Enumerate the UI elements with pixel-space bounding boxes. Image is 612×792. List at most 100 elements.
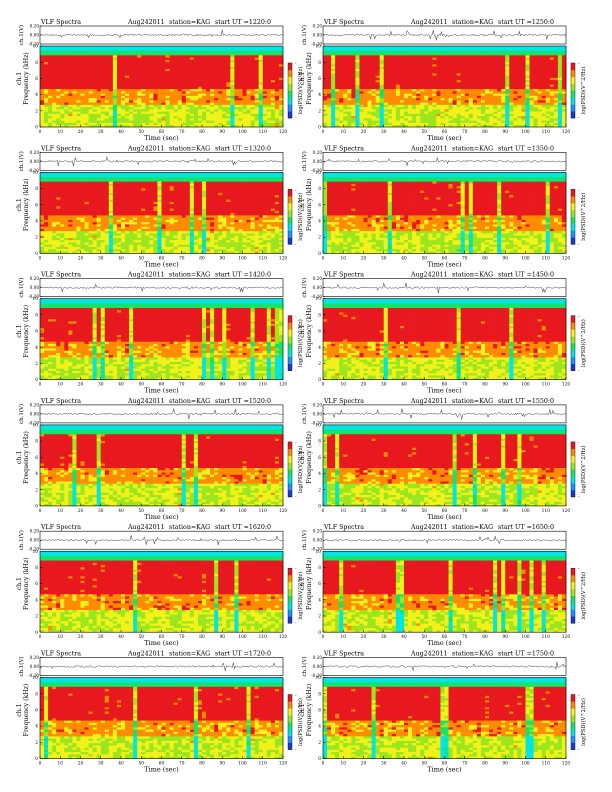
spectrogram-cell xyxy=(89,116,93,119)
spectrogram-cell xyxy=(509,51,513,54)
spectrogram-cell xyxy=(355,111,359,114)
spectrogram-cell xyxy=(473,114,477,117)
spectrogram-cell xyxy=(380,46,384,49)
spectrogram-cell xyxy=(153,120,157,123)
spectrogram-cell xyxy=(60,89,64,92)
spectrogram-cell xyxy=(52,195,56,198)
spectrogram-cell xyxy=(190,53,194,56)
spectrogram-cell xyxy=(562,96,566,99)
spectrogram-cell xyxy=(445,55,449,58)
colorbar-swatch xyxy=(571,70,575,77)
spectrogram-cell xyxy=(343,51,347,54)
spectrogram-cell xyxy=(222,60,226,63)
spectrogram-cell xyxy=(174,62,178,65)
spectrogram-cell xyxy=(255,89,259,92)
spectrogram-cell xyxy=(60,179,64,182)
spectrogram-cell xyxy=(259,116,263,119)
spectrogram-cell xyxy=(170,123,174,126)
spectrogram-cell xyxy=(174,87,178,90)
spectrogram-cell xyxy=(52,89,56,92)
spectrogram-cell xyxy=(481,64,485,67)
spectrogram-cell xyxy=(517,84,521,87)
spectrogram-cell xyxy=(137,48,141,51)
spectrogram-cell xyxy=(538,93,542,96)
spectrogram-cell xyxy=(72,222,76,225)
spectrogram-cell xyxy=(562,80,566,83)
spectrogram-cell xyxy=(436,71,440,74)
spectrogram-cell xyxy=(89,233,93,236)
spectrogram-cell xyxy=(226,98,230,101)
spectrogram-cell xyxy=(247,48,251,51)
spectrogram-cell xyxy=(251,53,255,56)
spectrogram-cell xyxy=(230,123,234,126)
spectrogram-cell xyxy=(440,84,444,87)
spectrogram-cell xyxy=(141,93,145,96)
spectrogram-cell xyxy=(388,120,392,123)
spectrogram-cell xyxy=(44,87,48,90)
spectrogram-cell xyxy=(238,48,242,51)
spectrogram-cell xyxy=(259,82,263,85)
spectrogram-cell xyxy=(178,89,182,92)
spectrogram-cell xyxy=(234,57,238,60)
spectrogram-cell xyxy=(351,69,355,72)
spectrogram-cell xyxy=(465,57,469,60)
spectrogram-cell xyxy=(121,55,125,58)
spectrogram-cell xyxy=(501,66,505,69)
spectrogram-cell xyxy=(44,71,48,74)
spectrogram-cell xyxy=(428,80,432,83)
spectrogram-cell xyxy=(501,57,505,60)
spectrogram-cell xyxy=(554,75,558,78)
spectrogram-cell xyxy=(396,73,400,76)
spectrogram-cell xyxy=(388,55,392,58)
spectrogram-cell xyxy=(513,114,517,117)
spectrogram-cell xyxy=(335,120,339,123)
spectrogram-cell xyxy=(52,64,56,67)
spectrogram-cell xyxy=(497,96,501,99)
spectrogram-cell xyxy=(259,109,263,112)
spectrogram-cell xyxy=(376,78,380,81)
spectrogram-cell xyxy=(48,206,52,209)
spectrogram-cell xyxy=(72,55,76,58)
spectrogram-cell xyxy=(372,96,376,99)
spectrogram-cell xyxy=(97,71,101,74)
spectrogram-cell xyxy=(222,48,226,51)
spectrogram-cell xyxy=(550,80,554,83)
spectrogram-cell xyxy=(222,120,226,123)
spectrogram-cell xyxy=(538,82,542,85)
spectrogram-cell xyxy=(64,206,68,209)
spectrogram-cell xyxy=(72,240,76,243)
spectrogram-cell xyxy=(157,66,161,69)
spectrogram-cell xyxy=(424,60,428,63)
spectrogram-cell xyxy=(359,80,363,83)
spectrogram-cell xyxy=(97,78,101,81)
spectrogram-cell xyxy=(198,100,202,103)
spectrogram-cell xyxy=(380,60,384,63)
spectrogram-cell xyxy=(121,100,125,103)
spectrogram-cell xyxy=(48,51,52,54)
spectrogram-cell xyxy=(259,105,263,108)
spectrogram-cell xyxy=(509,123,513,126)
spectrogram-cell xyxy=(202,87,206,90)
spectrogram-cell xyxy=(481,98,485,101)
spectrogram-cell xyxy=(509,82,513,85)
time-tick-label: 0 xyxy=(322,130,325,135)
spectrogram-cell xyxy=(68,91,72,94)
spectrogram-cell xyxy=(481,111,485,114)
spectrogram-cell xyxy=(186,123,190,126)
spectrogram-cell xyxy=(513,105,517,108)
spectrogram-cell xyxy=(424,100,428,103)
spectrogram-cell xyxy=(359,53,363,56)
spectrogram-cell xyxy=(376,84,380,87)
spectrogram-cell xyxy=(509,80,513,83)
spectrogram-cell xyxy=(534,100,538,103)
spectrogram-cell xyxy=(380,73,384,76)
spectrogram-cell xyxy=(440,96,444,99)
spectrogram-cell xyxy=(89,96,93,99)
spectrogram-cell xyxy=(335,91,339,94)
spectrogram-cell xyxy=(493,107,497,110)
spectrogram-cell xyxy=(141,46,145,49)
spectrogram-cell xyxy=(85,57,89,60)
spectrogram-cell xyxy=(335,64,339,67)
spectrogram-cell xyxy=(186,84,190,87)
spectrogram-cell xyxy=(384,118,388,121)
